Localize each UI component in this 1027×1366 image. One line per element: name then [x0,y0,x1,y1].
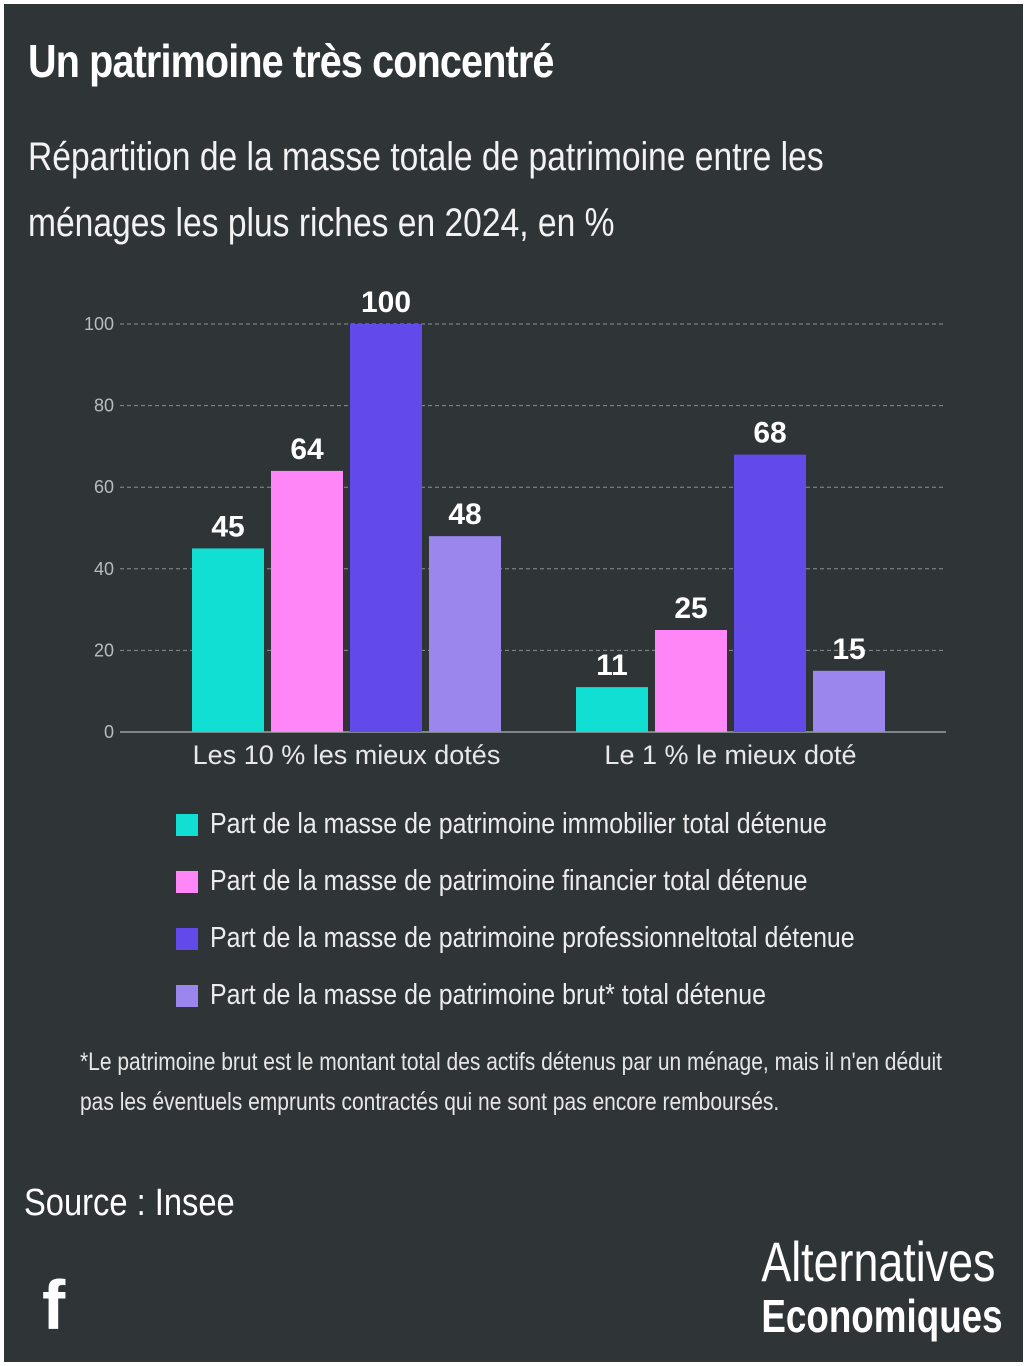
bar-value-label: 11 [596,649,628,682]
y-tick-label: 80 [94,396,114,416]
chart-title: Un patrimoine très concentré [28,35,554,87]
bar-value-label: 48 [448,498,481,531]
bar [271,470,343,732]
chart-legend: Part de la masse de patrimoine immobilie… [176,796,960,1024]
source-label: Source : Insee [24,1182,235,1224]
bar [813,670,885,732]
bar-value-label: 25 [674,592,707,625]
legend-item: Part de la masse de patrimoine professio… [176,910,960,967]
bar [655,630,727,732]
legend-item: Part de la masse de patrimoine immobilie… [176,796,960,853]
legend-item: Part de la masse de patrimoine brut* tot… [176,967,960,1024]
bar [734,454,806,732]
brand-name-line2: Economiques [761,1290,1003,1342]
bar [350,324,422,732]
legend-label: Part de la masse de patrimoine professio… [210,922,855,954]
chart-subtitle: Répartition de la masse totale de patrim… [28,135,824,245]
legend-item: Part de la masse de patrimoine financier… [176,853,960,910]
legend-swatch-professionnel [176,927,198,950]
legend-swatch-immobilier [176,813,198,836]
y-tick-label: 100 [84,314,114,334]
brand-logo: Alternatives Economiques [701,1230,1003,1342]
y-tick-label: 60 [94,477,114,497]
bar-value-label: 45 [211,510,244,543]
bar-value-label: 15 [832,633,865,666]
legend-label: Part de la masse de patrimoine immobilie… [210,808,827,840]
facebook-icon[interactable]: f [42,1266,66,1344]
x-category-label: Le 1 % le mieux doté [604,740,856,770]
bar [429,536,501,732]
legend-swatch-financier [176,870,198,893]
bar [192,548,264,732]
legend-label: Part de la masse de patrimoine financier… [210,865,808,897]
x-category-label: Les 10 % les mieux dotés [193,740,501,770]
bar [576,687,648,732]
bar-value-label: 68 [753,417,786,450]
legend-label: Part de la masse de patrimoine brut* tot… [210,979,766,1011]
footnote: *Le patrimoine brut est le montant total… [80,1048,943,1116]
legend-swatch-brut [176,984,198,1007]
y-tick-label: 40 [94,559,114,579]
bar-value-label: 64 [290,433,324,466]
bar-value-label: 100 [361,286,411,319]
brand-name-line1: Alternatives [761,1230,996,1293]
y-tick-label: 20 [94,640,114,660]
y-tick-label: 0 [104,722,114,742]
